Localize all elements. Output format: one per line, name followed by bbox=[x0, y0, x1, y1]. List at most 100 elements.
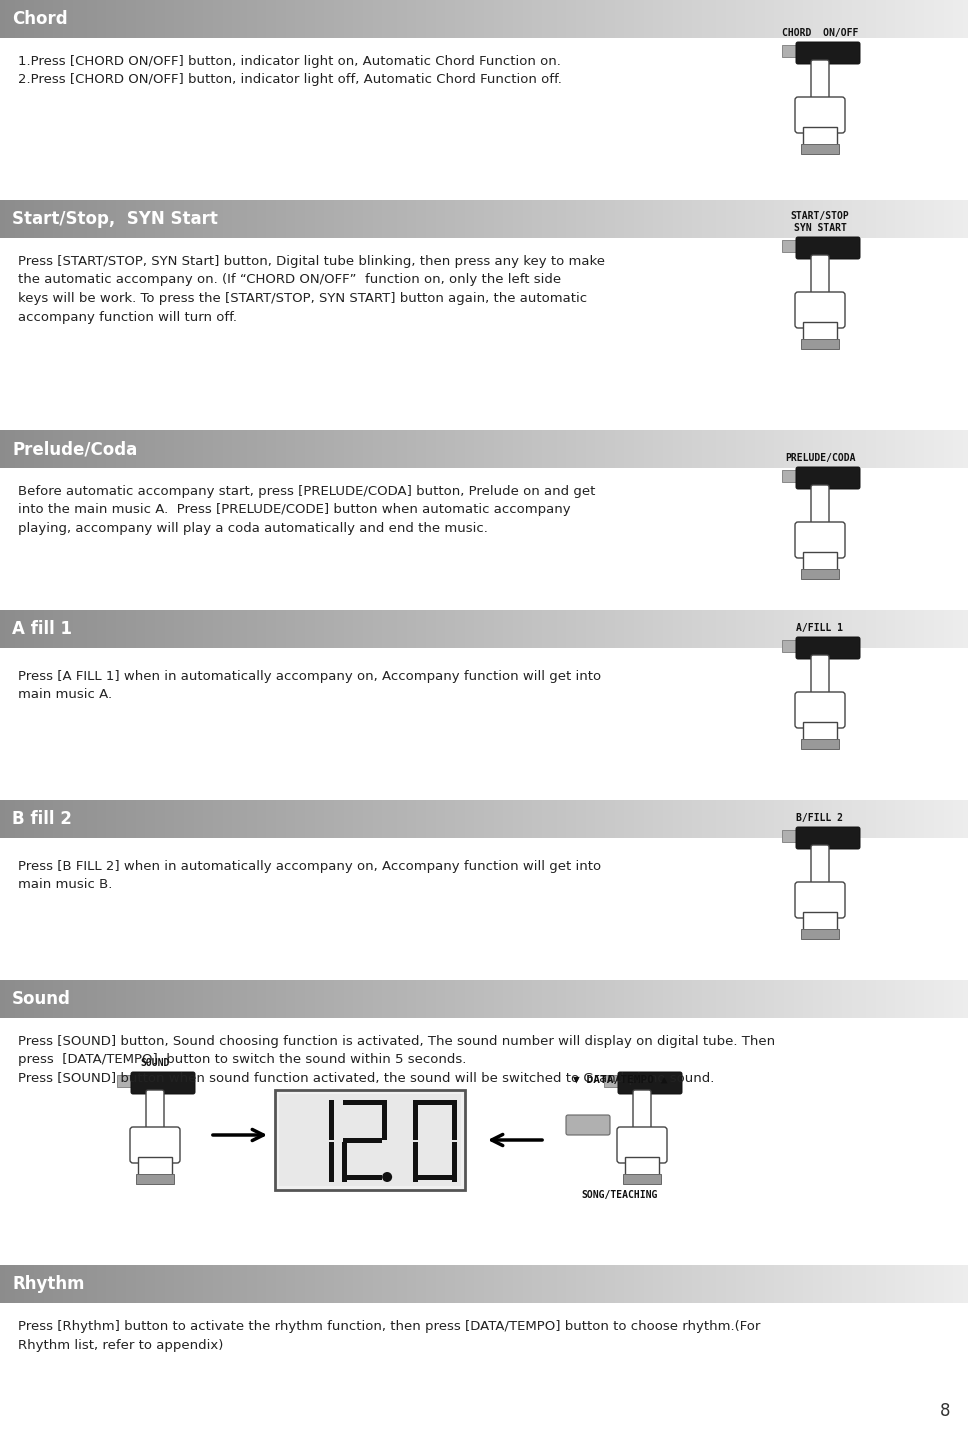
Bar bbox=[266, 800, 271, 838]
Bar bbox=[828, 981, 832, 1018]
Bar bbox=[102, 1265, 106, 1303]
Bar bbox=[223, 610, 227, 649]
Bar bbox=[203, 430, 208, 467]
Bar bbox=[329, 430, 334, 467]
Bar bbox=[194, 610, 198, 649]
Bar bbox=[208, 430, 213, 467]
Bar bbox=[731, 800, 736, 838]
Bar bbox=[252, 610, 257, 649]
Bar bbox=[402, 1265, 407, 1303]
Bar bbox=[963, 1265, 968, 1303]
Bar bbox=[257, 1265, 261, 1303]
Bar bbox=[266, 1265, 271, 1303]
Bar bbox=[639, 800, 644, 838]
Bar bbox=[518, 981, 523, 1018]
Bar bbox=[721, 800, 726, 838]
Bar bbox=[803, 0, 808, 37]
Bar bbox=[958, 0, 963, 37]
Bar bbox=[866, 610, 871, 649]
Bar bbox=[295, 430, 300, 467]
Bar bbox=[784, 800, 789, 838]
Bar bbox=[358, 800, 363, 838]
Bar bbox=[862, 800, 866, 838]
Bar bbox=[673, 981, 678, 1018]
Bar bbox=[334, 800, 339, 838]
Bar bbox=[452, 1142, 458, 1182]
Bar bbox=[353, 0, 358, 37]
Bar bbox=[958, 430, 963, 467]
Bar bbox=[828, 1265, 832, 1303]
Bar bbox=[97, 981, 102, 1018]
Bar bbox=[155, 981, 160, 1018]
Bar bbox=[774, 200, 779, 239]
Bar bbox=[663, 610, 668, 649]
Bar bbox=[803, 430, 808, 467]
Bar bbox=[542, 981, 547, 1018]
Bar bbox=[411, 610, 416, 649]
Bar bbox=[765, 430, 770, 467]
Bar bbox=[934, 1265, 939, 1303]
Bar bbox=[944, 800, 949, 838]
Bar bbox=[286, 610, 290, 649]
Bar bbox=[474, 430, 479, 467]
Bar bbox=[247, 0, 252, 37]
Bar bbox=[315, 1265, 319, 1303]
Bar bbox=[678, 0, 682, 37]
Bar bbox=[324, 800, 329, 838]
Bar bbox=[716, 1265, 721, 1303]
FancyBboxPatch shape bbox=[811, 846, 829, 887]
Bar bbox=[489, 0, 494, 37]
Bar bbox=[131, 200, 136, 239]
Bar bbox=[532, 610, 537, 649]
Bar bbox=[649, 800, 653, 838]
Bar bbox=[261, 200, 266, 239]
Bar bbox=[232, 800, 237, 838]
Bar bbox=[68, 1265, 73, 1303]
Bar bbox=[750, 981, 755, 1018]
Bar bbox=[586, 800, 590, 838]
Bar bbox=[344, 1137, 382, 1143]
Bar bbox=[10, 610, 15, 649]
Bar bbox=[803, 552, 837, 572]
Bar bbox=[474, 610, 479, 649]
Bar bbox=[799, 0, 803, 37]
Bar bbox=[605, 800, 610, 838]
Bar bbox=[411, 0, 416, 37]
Bar bbox=[920, 610, 924, 649]
Bar bbox=[924, 800, 929, 838]
Bar bbox=[765, 0, 770, 37]
Bar bbox=[794, 430, 799, 467]
Bar bbox=[755, 610, 760, 649]
Bar bbox=[586, 0, 590, 37]
Bar bbox=[837, 610, 842, 649]
Bar bbox=[232, 430, 237, 467]
Bar bbox=[266, 0, 271, 37]
Bar bbox=[407, 800, 411, 838]
Bar bbox=[0, 0, 5, 37]
Bar bbox=[801, 339, 839, 349]
Bar bbox=[455, 800, 460, 838]
Bar bbox=[518, 0, 523, 37]
Bar bbox=[397, 610, 402, 649]
Bar bbox=[165, 0, 169, 37]
Bar bbox=[237, 200, 242, 239]
Bar bbox=[900, 200, 905, 239]
Bar bbox=[649, 610, 653, 649]
Bar bbox=[658, 1265, 663, 1303]
Bar bbox=[247, 430, 252, 467]
Bar bbox=[513, 610, 518, 649]
FancyBboxPatch shape bbox=[617, 1127, 667, 1163]
Bar bbox=[34, 800, 39, 838]
Bar bbox=[126, 200, 131, 239]
Bar bbox=[784, 610, 789, 649]
Bar bbox=[242, 800, 247, 838]
Bar bbox=[165, 610, 169, 649]
Bar bbox=[789, 200, 794, 239]
Bar bbox=[789, 430, 794, 467]
Bar bbox=[150, 200, 155, 239]
Bar bbox=[77, 200, 82, 239]
Bar bbox=[155, 800, 160, 838]
Bar bbox=[765, 800, 770, 838]
Bar bbox=[644, 200, 649, 239]
Bar bbox=[823, 610, 828, 649]
